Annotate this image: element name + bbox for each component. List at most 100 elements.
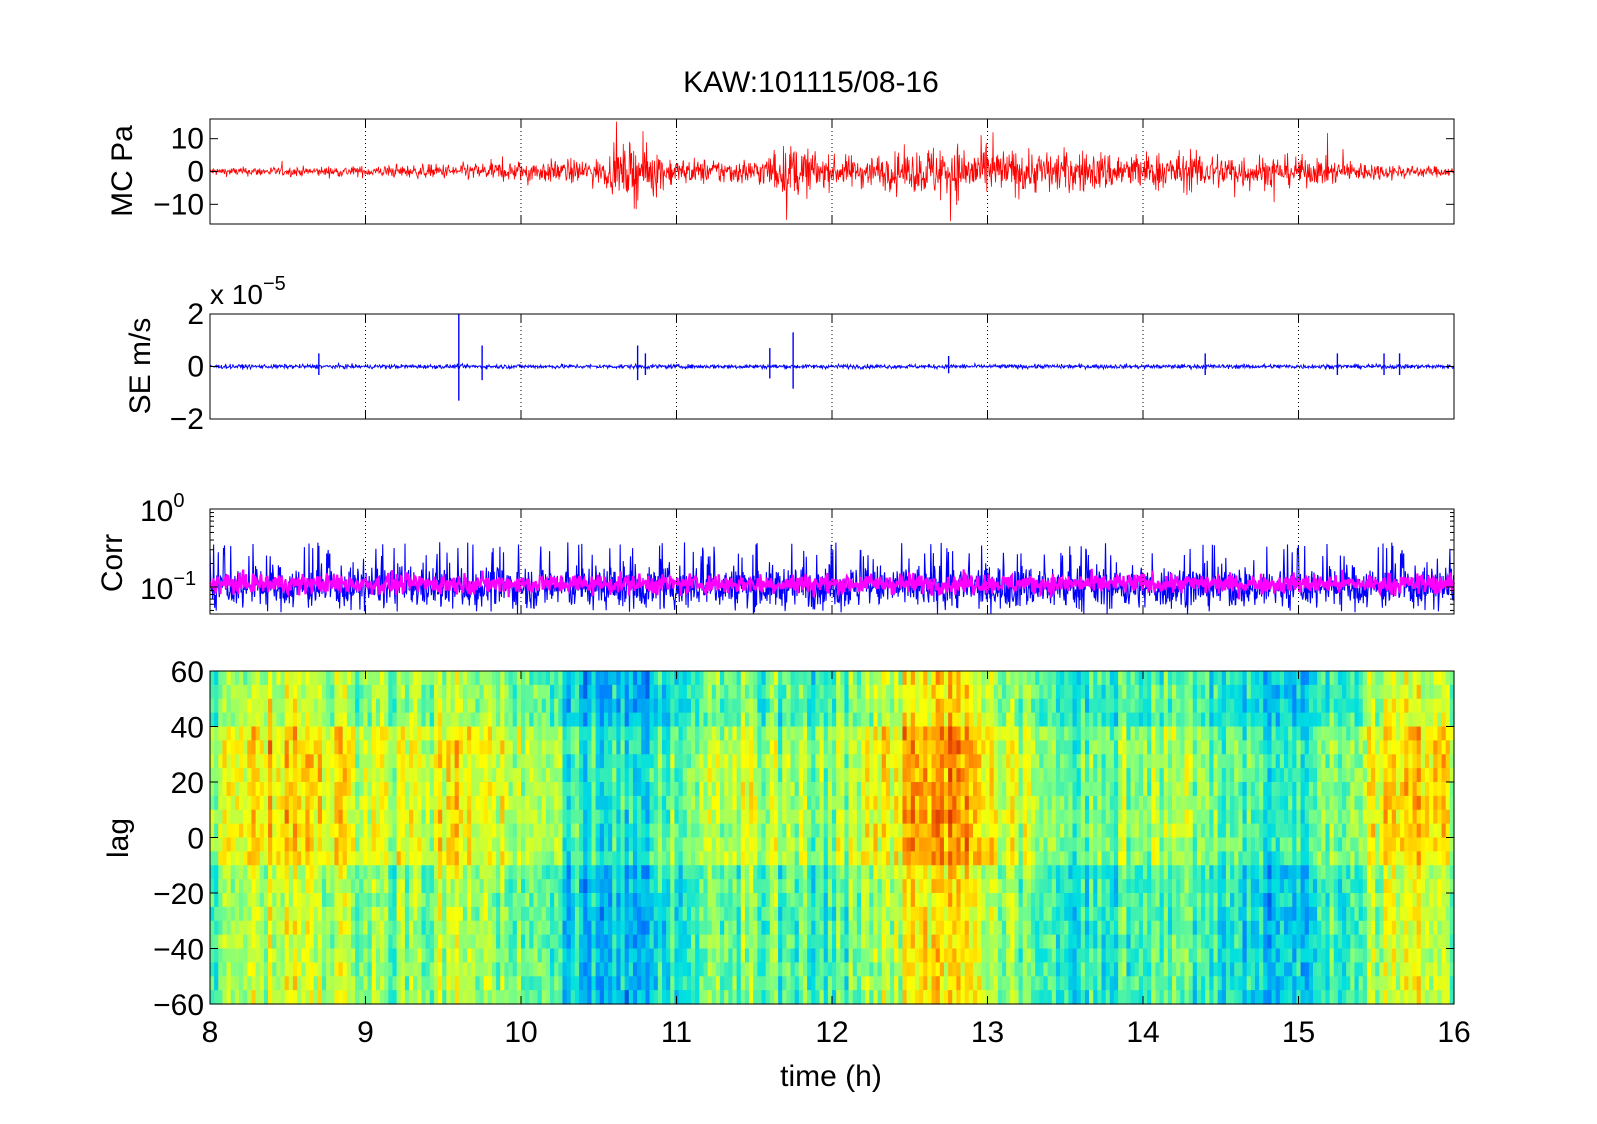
heatmap-cell <box>595 782 601 797</box>
heatmap-cell <box>375 976 381 991</box>
heatmap-cell <box>297 740 302 755</box>
heatmap-cell <box>255 948 261 963</box>
heatmap-cell <box>330 768 335 783</box>
heatmap-cell <box>292 726 298 741</box>
heatmap-cell <box>856 976 862 991</box>
heatmap-cell <box>786 879 792 894</box>
heatmap-cell <box>251 962 257 977</box>
heatmap-cell <box>802 768 808 783</box>
heatmap-cell <box>508 893 514 908</box>
heatmap-cell <box>811 698 817 714</box>
heatmap-cell <box>910 782 916 797</box>
heatmap-cell <box>450 990 456 1005</box>
heatmap-cell <box>338 851 344 866</box>
heatmap-cell <box>313 865 319 880</box>
heatmap-cell <box>595 920 601 936</box>
heatmap-cell <box>462 754 468 769</box>
heatmap-cell <box>703 920 709 936</box>
heatmap-cell <box>491 893 497 908</box>
heatmap-cell <box>972 712 978 728</box>
heatmap-cell <box>852 934 858 950</box>
heatmap-cell <box>960 934 966 950</box>
heatmap-cell <box>927 768 933 783</box>
heatmap-cell <box>649 754 655 769</box>
heatmap-cell <box>413 795 418 811</box>
heatmap-cell <box>757 698 763 714</box>
heatmap-cell <box>877 698 883 714</box>
heatmap-cell <box>297 976 302 991</box>
heatmap-cell <box>537 712 543 728</box>
heatmap-cell <box>794 893 800 908</box>
heatmap-cell <box>218 906 224 922</box>
heatmap-cell <box>686 934 692 950</box>
heatmap-cell <box>413 809 418 825</box>
heatmap-cell <box>670 976 676 991</box>
heatmap-cell <box>487 934 493 950</box>
heatmap-cell <box>554 754 559 769</box>
heatmap-cell <box>230 976 236 991</box>
heatmap-cell <box>699 782 705 797</box>
heatmap-cell <box>487 671 493 686</box>
heatmap-cell <box>910 712 916 728</box>
heatmap-cell <box>1043 782 1049 797</box>
heatmap-cell <box>1014 990 1020 1005</box>
heatmap-cell <box>280 684 286 700</box>
heatmap-cell <box>284 962 290 977</box>
heatmap-cell <box>906 782 912 797</box>
heatmap-cell <box>425 865 431 880</box>
heatmap-cell <box>898 795 904 811</box>
heatmap-cell <box>877 684 883 700</box>
heatmap-cell <box>599 768 605 783</box>
heatmap-cell <box>263 712 269 728</box>
heatmap-cell <box>330 934 335 950</box>
heatmap-cell <box>280 934 286 950</box>
heatmap-cell <box>550 740 555 755</box>
heatmap-cell <box>948 920 953 936</box>
heatmap-cell <box>574 948 580 963</box>
heatmap-cell <box>790 962 796 977</box>
heatmap-cell <box>222 823 228 839</box>
heatmap-cell <box>566 782 572 797</box>
heatmap-cell <box>657 962 663 977</box>
heatmap-cell <box>686 837 692 852</box>
heatmap-cell <box>923 726 928 741</box>
heatmap-cell <box>239 948 244 963</box>
heatmap-cell <box>433 920 439 936</box>
heatmap-cell <box>1014 809 1020 825</box>
heatmap-cell <box>902 823 908 839</box>
heatmap-cell <box>268 865 273 880</box>
heatmap-cell <box>330 906 335 922</box>
heatmap-cell <box>960 920 966 936</box>
heatmap-cell <box>1010 851 1016 866</box>
heatmap-cell <box>558 726 564 741</box>
heatmap-cell <box>1031 671 1036 686</box>
heatmap-cell <box>297 823 302 839</box>
heatmap-cell <box>417 920 423 936</box>
heatmap-cell <box>450 865 456 880</box>
heatmap-cell <box>284 809 290 825</box>
heatmap-cell <box>438 976 443 991</box>
heatmap-cell <box>301 948 306 963</box>
heatmap-cell <box>404 823 410 839</box>
heatmap-cell <box>268 893 273 908</box>
heatmap-cell <box>794 684 800 700</box>
heatmap-cell <box>496 879 501 894</box>
heatmap-cell <box>732 920 738 936</box>
heatmap-cell <box>786 865 792 880</box>
heatmap-cell <box>516 851 522 866</box>
heatmap-cell <box>898 865 904 880</box>
heatmap-cell <box>1006 754 1011 769</box>
heatmap-cell <box>371 893 377 908</box>
heatmap-cell <box>1031 684 1036 700</box>
heatmap-cell <box>985 782 991 797</box>
heatmap-cell <box>234 671 240 686</box>
heatmap-cell <box>330 823 335 839</box>
heatmap-cell <box>769 962 775 977</box>
heatmap-cell <box>574 893 580 908</box>
heatmap-cell <box>321 740 327 755</box>
heatmap-cell <box>276 934 282 950</box>
heatmap-cell <box>1010 684 1016 700</box>
heatmap-cell <box>732 754 738 769</box>
heatmap-cell <box>467 920 472 936</box>
